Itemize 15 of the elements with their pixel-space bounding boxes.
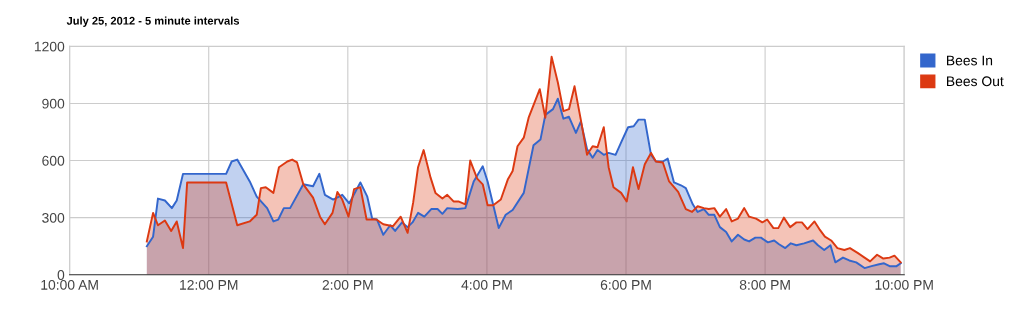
x-tick-label: 4:00 PM	[461, 279, 512, 290]
y-tick-label: 1200	[34, 41, 65, 52]
x-tick-label: 8:00 PM	[739, 279, 790, 290]
x-tick-label: 12:00 PM	[180, 279, 238, 290]
y-tick-label: 600	[42, 155, 65, 166]
legend-label: Bees Out	[947, 76, 1004, 87]
x-tick-label: 10:00 AM	[41, 279, 98, 290]
legend-label: Bees In	[947, 55, 993, 66]
y-tick-label: 0	[57, 270, 65, 280]
y-tick-label: 900	[42, 98, 65, 109]
x-tick-label: 6:00 PM	[600, 279, 651, 290]
x-tick-label: 2:00 PM	[322, 279, 373, 290]
x-tick-label: 10:00 PM	[875, 279, 933, 290]
y-tick-label: 300	[42, 212, 65, 223]
chart-title: July 25, 2012 - 5 minute intervals	[66, 16, 240, 27]
